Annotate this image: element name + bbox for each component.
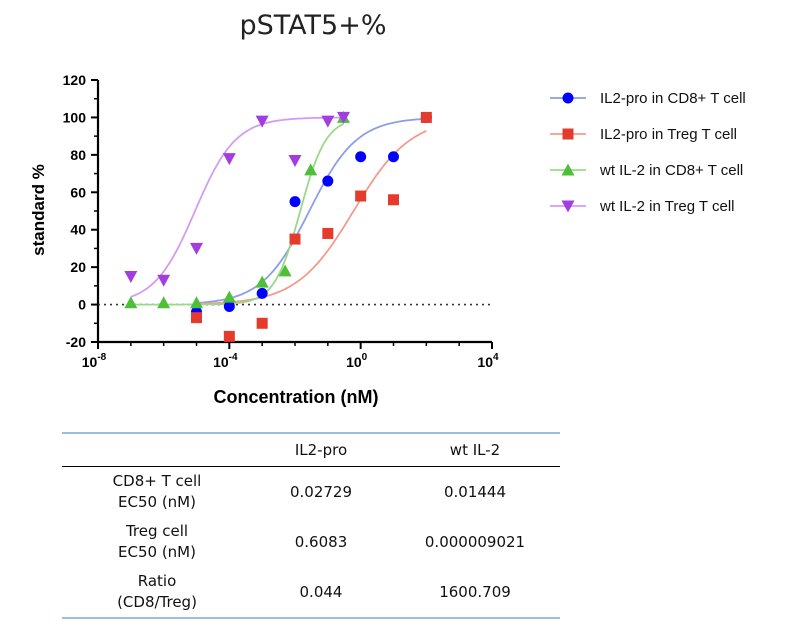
data-point xyxy=(223,330,235,342)
x-axis-label: Concentration (nM) xyxy=(214,387,379,407)
y-tick-label: 100 xyxy=(63,109,87,125)
row-label-line: (CD8/Treg) xyxy=(117,593,197,611)
legend-marker xyxy=(562,92,574,104)
table-row: Ratio (CD8/Treg) 0.044 1600.709 xyxy=(62,567,560,617)
data-point xyxy=(388,194,399,206)
y-tick-label: 120 xyxy=(63,72,87,88)
x-tick-label: 10-4 xyxy=(213,352,238,370)
table-header-wt-il2: wt IL-2 xyxy=(449,441,501,459)
table-cell: 0.01444 xyxy=(443,482,507,501)
data-point xyxy=(321,115,335,128)
legend-label: IL2-pro in CD8+ T cell xyxy=(600,90,746,107)
table-header-corner xyxy=(62,434,252,466)
dose-response-chart: pSTAT5+% -20 0 20 40 60 80 100 120 10-8 10-4 100 10… xyxy=(29,10,746,407)
legend-label: wt IL-2 in Treg T cell xyxy=(599,198,735,215)
table-bottom-rule xyxy=(62,617,560,619)
data-point xyxy=(191,312,202,324)
table-cell: 0.02729 xyxy=(289,482,353,501)
data-point xyxy=(255,115,269,128)
data-point xyxy=(157,274,171,287)
data-point xyxy=(222,290,236,303)
data-point xyxy=(304,163,318,176)
data-point xyxy=(355,151,367,163)
y-tick-label: 0 xyxy=(78,297,86,313)
data-point xyxy=(222,153,236,166)
data-point xyxy=(190,296,203,309)
table-row: CD8+ T cell EC50 (nM) 0.02729 0.01444 xyxy=(62,467,560,517)
data-point xyxy=(288,154,302,167)
data-point xyxy=(322,227,334,239)
data-point xyxy=(190,242,203,255)
data-point xyxy=(355,190,367,202)
data-point xyxy=(289,196,301,208)
legend-marker xyxy=(561,200,575,213)
row-label-line: EC50 (nM) xyxy=(118,493,196,511)
ec50-table: IL2-pro wt IL-2 CD8+ T cell EC50 (nM) 0.… xyxy=(62,432,560,619)
data-points xyxy=(124,110,432,342)
table-cell: 0.044 xyxy=(299,582,343,601)
data-point xyxy=(255,275,269,288)
legend-marker xyxy=(561,163,575,176)
table-header-row: IL2-pro wt IL-2 xyxy=(62,434,560,466)
x-tick-label: 104 xyxy=(477,352,499,370)
data-point xyxy=(336,111,350,124)
fit-curve xyxy=(196,117,427,304)
table-cell: 0.6083 xyxy=(294,532,348,551)
data-point xyxy=(157,296,171,309)
table-row-label: Ratio (CD8/Treg) xyxy=(62,567,252,617)
table-row: Treg cell EC50 (nM) 0.6083 0.000009021 xyxy=(62,517,560,567)
data-point xyxy=(420,111,432,123)
legend-label: wt IL-2 in CD8+ T cell xyxy=(599,162,743,179)
y-tick-label: 40 xyxy=(70,222,86,238)
table-cell: 1600.709 xyxy=(439,582,511,601)
data-point xyxy=(289,233,301,245)
data-point xyxy=(388,151,399,163)
fit-curves xyxy=(130,116,427,306)
y-tick-label: 20 xyxy=(70,259,86,275)
legend-label: IL2-pro in Treg T cell xyxy=(600,126,737,143)
data-point xyxy=(124,296,138,309)
table-top-rule xyxy=(62,432,560,434)
row-label-line: EC50 (nM) xyxy=(118,543,196,561)
row-label-line: Ratio xyxy=(137,572,177,590)
data-point xyxy=(256,287,268,299)
row-label-line: Treg cell xyxy=(125,522,189,540)
table-header-il2pro: IL2-pro xyxy=(294,441,348,459)
legend-marker xyxy=(562,128,574,140)
y-tick-label: 60 xyxy=(70,184,86,200)
table-row-label: CD8+ T cell EC50 (nM) xyxy=(62,467,252,517)
y-tick-label: -20 xyxy=(66,334,86,350)
data-point xyxy=(256,317,268,329)
y-tick-label: 80 xyxy=(70,147,86,163)
data-point xyxy=(223,300,235,312)
table-cell: 0.000009021 xyxy=(424,532,526,551)
y-axis-label: standard % xyxy=(29,164,48,256)
table-row-label: Treg cell EC50 (nM) xyxy=(62,517,252,567)
legend: IL2-pro in CD8+ T cell IL2-pro in Treg T … xyxy=(550,90,746,215)
row-label-line: CD8+ T cell xyxy=(112,472,202,490)
data-point xyxy=(322,175,334,187)
axes: -20 0 20 40 60 80 100 120 10-8 10-4 100 104 xyxy=(63,72,499,370)
x-tick-label: 100 xyxy=(346,352,368,370)
chart-title: pSTAT5+% xyxy=(240,10,387,41)
data-point xyxy=(278,264,292,277)
table-header-rule xyxy=(62,466,560,467)
fit-curve xyxy=(130,116,344,298)
x-tick-label: 10-8 xyxy=(82,352,107,370)
data-point xyxy=(124,271,138,283)
